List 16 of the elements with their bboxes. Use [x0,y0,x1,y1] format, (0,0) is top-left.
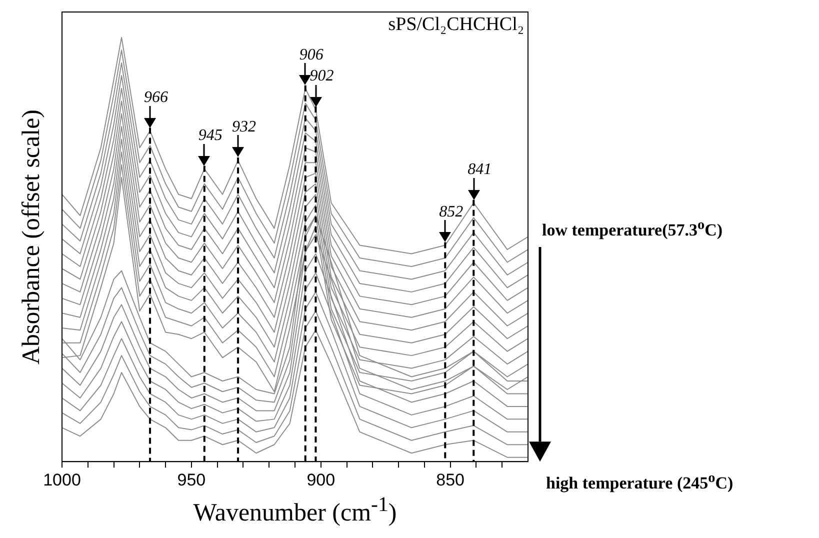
y-axis-title: Absorbance (offset scale) [18,109,46,364]
text: low temperature(57.3$^{o}$C) [542,217,723,241]
ref-line-label: 966 [144,88,168,106]
text: high temperature (245$^{o}$C) [546,470,734,494]
ref-line-label: 932 [232,118,256,136]
ref-line-label: 841 [468,160,492,178]
x-tick-label: 1000 [43,470,81,490]
x-tick-label: 850 [436,470,465,490]
ref-line-label: 906 [299,46,324,64]
x-tick-label: 950 [177,470,206,490]
x-tick-label: 900 [306,470,336,490]
x-axis-title: Wavenumber (cm$^{-1}$) [193,492,397,527]
ref-line-label: 945 [198,126,222,144]
ref-line-label: 902 [310,68,334,85]
text: sPS/Cl₂CHCHCl₂ [388,14,524,36]
ref-line-label: 852 [439,203,464,220]
